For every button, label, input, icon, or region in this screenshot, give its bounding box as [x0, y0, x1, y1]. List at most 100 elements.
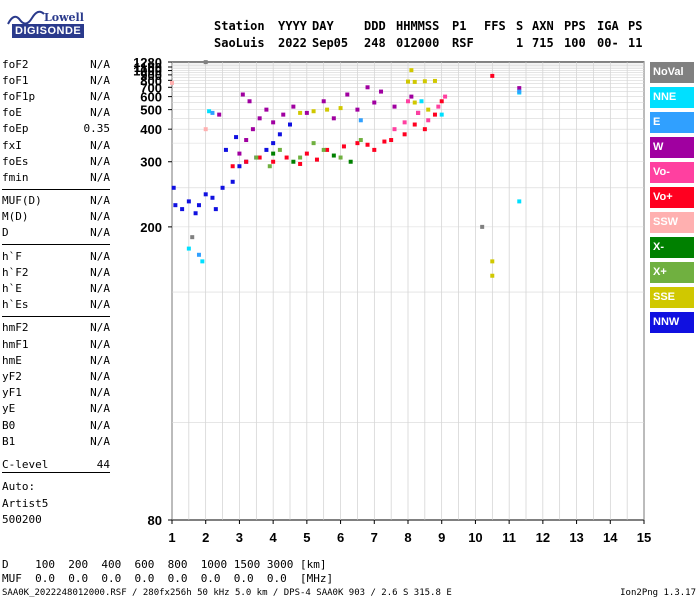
data-point [237, 164, 242, 169]
data-point [291, 159, 296, 164]
data-point [402, 120, 407, 125]
data-point [271, 151, 276, 156]
x-tick-label: 14 [603, 530, 618, 545]
data-point [480, 224, 485, 229]
header-value: SaoLuis [214, 36, 265, 50]
logo-line1: Lowell [44, 11, 84, 24]
parameter-row: M(D) N/A [2, 209, 110, 225]
data-point [372, 147, 377, 152]
parameter-value: N/A [90, 73, 110, 87]
c-level-value: 44 [96, 457, 110, 471]
data-point [409, 94, 414, 99]
header-label: DAY [312, 19, 334, 33]
parameter-value: N/A [90, 138, 110, 152]
parameter-name: D [2, 226, 9, 240]
y-tick-label: 200 [140, 220, 162, 235]
header-value: 012000 [396, 36, 440, 50]
data-point [291, 104, 296, 109]
data-point [355, 107, 360, 112]
parameter-list: foF2 N/A foF1 N/A foF1p N/A foE N/A foEp 0.35 fxI N… [2, 56, 110, 449]
parameter-value: N/A [90, 402, 110, 416]
parameter-name: h`E [2, 282, 22, 296]
data-point [217, 112, 222, 117]
parameter-row: h`F N/A [2, 248, 110, 264]
parameter-value: N/A [90, 418, 110, 432]
data-point [443, 94, 448, 99]
digisonde-logo: Lowell DIGISONDE [6, 10, 85, 42]
data-point [244, 138, 249, 143]
data-point [173, 203, 178, 208]
data-point [325, 147, 330, 152]
x-tick-label: 12 [536, 530, 550, 545]
data-point [432, 112, 437, 117]
data-point [422, 79, 427, 84]
parameter-value: N/A [90, 298, 110, 312]
parameter-value: N/A [90, 265, 110, 279]
distance-values: 100 200 400 600 800 1000 1500 3000 [km] [35, 558, 327, 571]
muf-values: 0.0 0.0 0.0 0.0 0.0 0.0 0.0 0.0 [MHz] [35, 572, 334, 585]
parameter-value: N/A [90, 154, 110, 168]
parameter-name: yF1 [2, 386, 22, 400]
y-tick-label: 1100 [134, 60, 162, 75]
header-label: YYYY [278, 19, 307, 33]
header-label: PS [628, 19, 643, 33]
data-point [170, 80, 174, 85]
data-point [412, 100, 417, 105]
x-tick-label: 10 [468, 530, 482, 545]
data-point [298, 161, 303, 166]
data-point [277, 147, 282, 152]
data-point [321, 99, 326, 104]
parameter-row: hmF2 N/A [2, 320, 110, 336]
parameter-row: yF1 N/A [2, 385, 110, 401]
data-point [439, 99, 444, 104]
x-tick-label: 4 [270, 530, 278, 545]
parameter-value: N/A [90, 210, 110, 224]
data-point [271, 141, 276, 146]
data-point [517, 199, 522, 204]
data-point [240, 92, 245, 97]
data-point [392, 104, 397, 109]
data-point [517, 89, 522, 94]
parameter-row: B0 N/A [2, 417, 110, 433]
data-point [419, 99, 424, 104]
legend-item: Vo- [650, 162, 694, 183]
data-point [416, 110, 421, 115]
header-label: PPS [564, 19, 586, 33]
data-point [254, 155, 259, 160]
data-point [325, 107, 330, 112]
data-point [439, 112, 444, 117]
parameter-name: fxI [2, 138, 22, 152]
data-point [186, 199, 191, 204]
header-label: IGA [597, 19, 619, 33]
data-point [234, 135, 239, 140]
data-point [230, 164, 235, 169]
logo-wave-icon [7, 10, 45, 25]
header-value: 715 [532, 36, 554, 50]
data-point [193, 211, 198, 216]
data-point [426, 118, 431, 123]
legend: NoVal NNE E W Vo- Vo+ SSW X- X+ SSE NNW [650, 62, 694, 337]
legend-item: W [650, 137, 694, 158]
parameter-row: foEp 0.35 [2, 121, 110, 137]
parameter-value: N/A [90, 337, 110, 351]
data-point [432, 78, 437, 83]
parameter-row: yE N/A [2, 401, 110, 417]
data-point [210, 110, 215, 115]
parameter-name: h`F2 [2, 265, 29, 279]
parameter-value: N/A [90, 282, 110, 296]
data-point [196, 203, 201, 208]
parameter-row: D N/A [2, 225, 110, 241]
parameter-separator [2, 315, 110, 317]
parameter-value: N/A [90, 57, 110, 71]
y-tick-label: 600 [140, 90, 162, 105]
y-tick-label: 300 [140, 155, 162, 170]
x-tick-label: 15 [637, 530, 651, 545]
data-point [345, 92, 350, 97]
data-point [379, 89, 384, 94]
distance-row: D 100 200 400 600 800 1000 1500 3000 [km… [2, 558, 327, 571]
data-point [304, 110, 309, 115]
data-point [406, 79, 410, 84]
parameter-name: hmF2 [2, 321, 29, 335]
y-tick-label: 700 [140, 80, 162, 95]
data-point [422, 127, 427, 132]
